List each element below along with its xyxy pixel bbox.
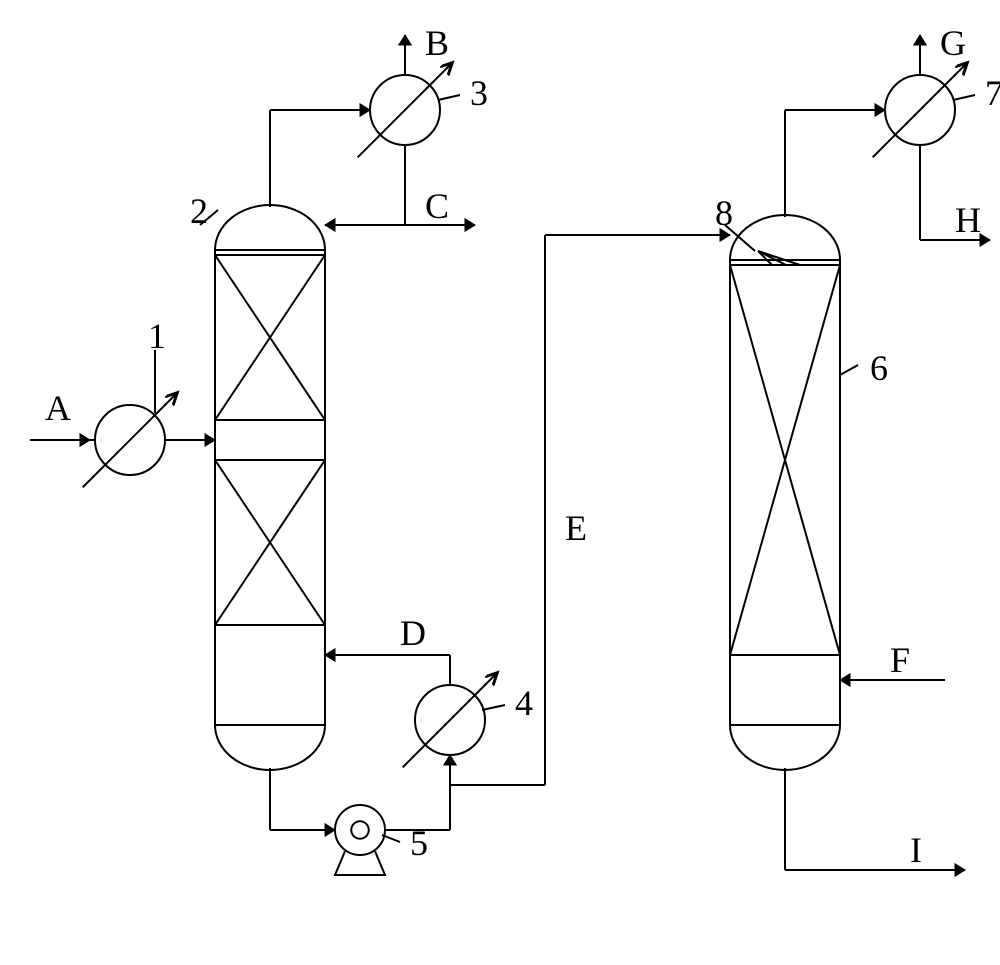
heat-exchanger-7: [873, 63, 968, 158]
label-H: H: [955, 200, 981, 240]
label-n3: 3: [470, 73, 488, 113]
label-n4: 4: [515, 683, 533, 723]
label-B: B: [425, 23, 449, 63]
label-D: D: [400, 613, 426, 653]
leader-n4: [482, 705, 505, 710]
leader-n7: [953, 95, 975, 100]
leader-n5: [382, 835, 400, 842]
label-n1: 1: [148, 316, 166, 356]
label-A: A: [45, 388, 71, 428]
label-n7: 7: [985, 73, 1000, 113]
label-C: C: [425, 186, 449, 226]
label-n5: 5: [410, 823, 428, 863]
heat-exchanger-3: [358, 63, 453, 158]
column-1: [215, 205, 325, 770]
label-G: G: [940, 23, 966, 63]
heat-exchanger-4: [403, 673, 498, 768]
column-2: [730, 215, 840, 770]
heat-exchanger-1: [83, 393, 178, 488]
leader-n3: [438, 95, 460, 100]
label-n8: 8: [715, 193, 733, 233]
label-F: F: [890, 640, 910, 680]
spray-nozzle: [758, 251, 800, 265]
label-I: I: [910, 830, 922, 870]
stream-E: [450, 229, 730, 785]
label-E: E: [565, 508, 587, 548]
label-n2: 2: [190, 191, 208, 231]
stream-A: [30, 434, 215, 447]
label-n6: 6: [870, 348, 888, 388]
leader-n6: [840, 365, 858, 375]
pump-5: [335, 805, 385, 875]
stream-I: [785, 768, 965, 876]
